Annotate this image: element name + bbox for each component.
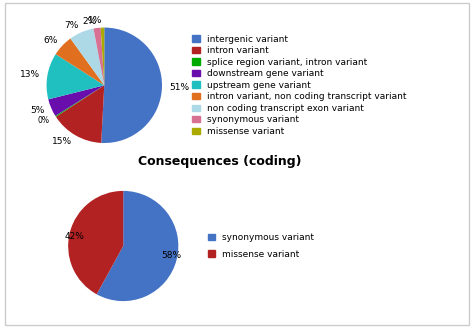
Wedge shape: [100, 28, 104, 85]
Text: 42%: 42%: [65, 232, 85, 241]
Text: 2%: 2%: [82, 17, 96, 26]
Wedge shape: [101, 28, 162, 143]
Text: 1%: 1%: [88, 16, 102, 25]
Wedge shape: [68, 191, 123, 294]
Wedge shape: [55, 85, 104, 117]
Wedge shape: [93, 28, 104, 85]
Wedge shape: [46, 54, 104, 99]
Text: 7%: 7%: [64, 21, 79, 31]
Text: 51%: 51%: [169, 83, 189, 92]
Legend: intergenic variant, intron variant, splice region variant, intron variant, downs: intergenic variant, intron variant, spli…: [192, 35, 406, 136]
Wedge shape: [97, 191, 178, 301]
Title: Consequences (coding): Consequences (coding): [138, 155, 301, 168]
Legend: synonymous variant, missense variant: synonymous variant, missense variant: [208, 234, 314, 258]
Text: 0%: 0%: [38, 115, 50, 125]
Wedge shape: [55, 38, 104, 85]
Text: 15%: 15%: [52, 137, 72, 146]
Wedge shape: [48, 85, 104, 116]
Text: 58%: 58%: [162, 251, 182, 260]
Text: 6%: 6%: [43, 36, 57, 45]
Wedge shape: [71, 29, 104, 85]
Text: 5%: 5%: [30, 106, 45, 115]
Text: 13%: 13%: [20, 71, 40, 79]
Wedge shape: [56, 85, 104, 143]
